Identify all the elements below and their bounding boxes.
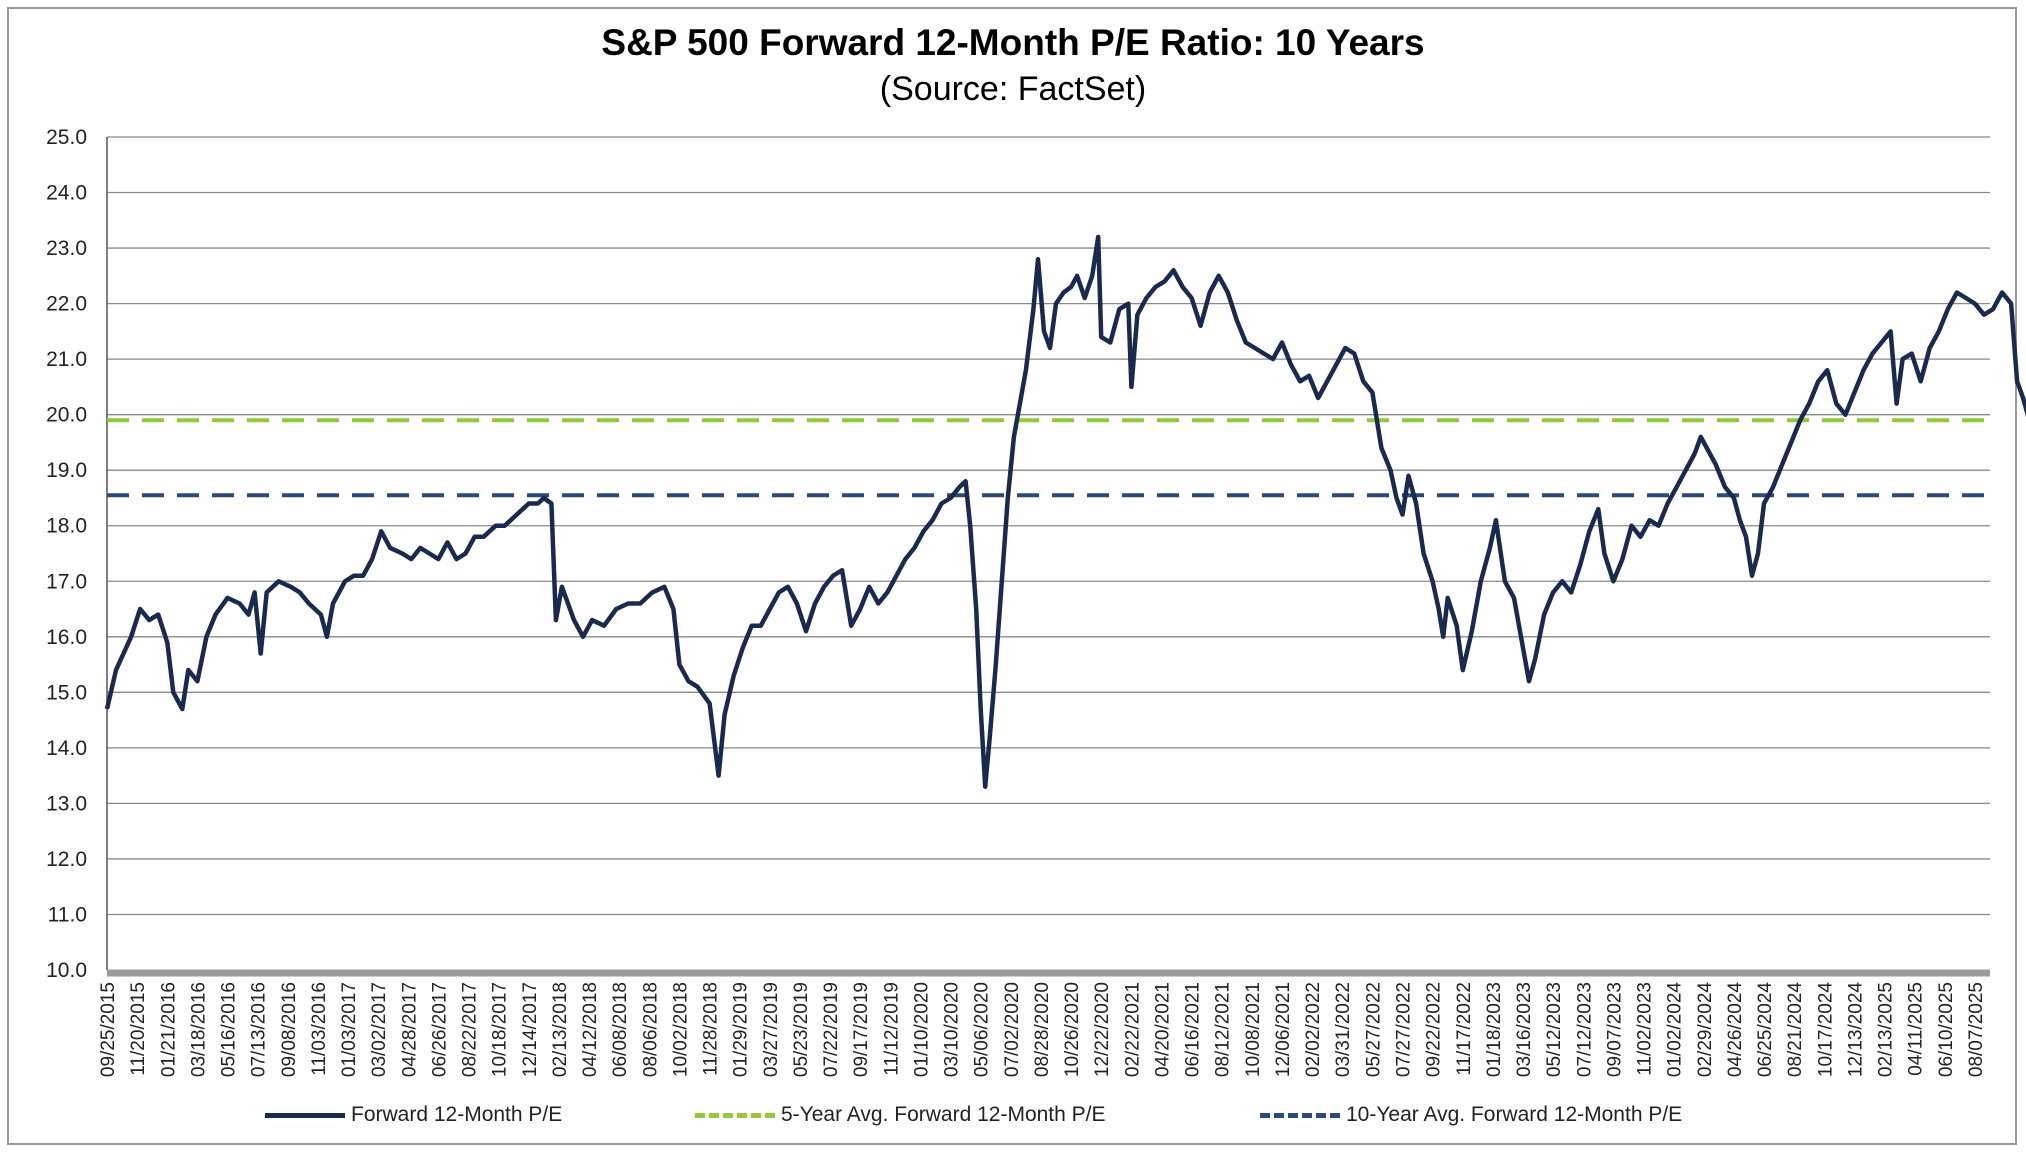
- x-tick-label: 10/08/2021: [1243, 982, 1264, 1077]
- y-tick-label: 18.0: [46, 515, 87, 538]
- x-tick-label: 09/22/2022: [1424, 982, 1445, 1077]
- y-tick-label: 17.0: [46, 570, 87, 593]
- y-tick-label: 16.0: [46, 626, 87, 649]
- x-tick-label: 12/22/2020: [1092, 982, 1113, 1077]
- y-tick-label: 22.0: [46, 293, 87, 316]
- x-tick-label: 12/14/2017: [520, 982, 541, 1077]
- x-tick-label: 04/12/2018: [580, 982, 601, 1077]
- chart-subtitle: (Source: FactSet): [879, 70, 1147, 108]
- x-tick-label: 05/16/2016: [219, 982, 240, 1077]
- x-tick-label: 02/13/2025: [1876, 982, 1897, 1077]
- legend-item-forward-pe: Forward 12-Month P/E: [265, 1100, 562, 1130]
- y-tick-label: 20.0: [46, 404, 87, 427]
- x-tick-label: 10/18/2017: [490, 982, 511, 1077]
- x-tick-label: 11/20/2015: [128, 982, 149, 1076]
- x-tick-label: 06/16/2021: [1183, 982, 1204, 1077]
- x-tick-label: 11/02/2023: [1635, 982, 1656, 1076]
- x-tick-label: 03/27/2019: [761, 982, 782, 1077]
- legend-swatch-blue-dashed: [1260, 1112, 1340, 1118]
- x-tick-label: 10/17/2024: [1815, 982, 1836, 1078]
- x-tick-label: 02/22/2021: [1122, 982, 1143, 1077]
- x-tick-label: 06/26/2017: [429, 982, 450, 1077]
- x-tick-label: 10/02/2018: [670, 982, 691, 1077]
- x-tick-label: 11/12/2019: [881, 982, 902, 1076]
- legend-label-5yr-avg: 5-Year Avg. Forward 12-Month P/E: [781, 1103, 1106, 1126]
- x-tick-label: 07/27/2022: [1394, 982, 1415, 1077]
- x-tick-label: 12/06/2021: [1273, 982, 1294, 1077]
- x-tick-label: 01/10/2020: [911, 982, 932, 1077]
- x-tick-label: 04/28/2017: [399, 982, 420, 1077]
- x-tick-label: 03/16/2023: [1514, 982, 1535, 1077]
- y-tick-label: 25.0: [46, 126, 87, 149]
- x-tick-label: 12/13/2024: [1845, 982, 1866, 1078]
- x-tick-label: 01/29/2019: [731, 982, 752, 1077]
- x-tick-label: 09/07/2023: [1604, 982, 1625, 1077]
- x-tick-label: 01/02/2024: [1665, 982, 1686, 1078]
- x-tick-label: 01/03/2017: [339, 982, 360, 1077]
- x-tick-label: 06/25/2024: [1755, 982, 1776, 1078]
- x-tick-label: 03/10/2020: [942, 982, 963, 1077]
- x-tick-label: 06/08/2018: [610, 982, 631, 1077]
- legend-swatch-solid: [265, 1112, 345, 1118]
- x-tick-label: 09/17/2019: [851, 982, 872, 1077]
- x-tick-label: 08/21/2024: [1785, 982, 1806, 1078]
- y-tick-label: 13.0: [46, 792, 87, 815]
- y-tick-label: 24.0: [46, 182, 87, 205]
- x-tick-label: 01/18/2023: [1484, 982, 1505, 1077]
- x-tick-label: 01/21/2016: [158, 982, 179, 1077]
- legend-item-10yr-avg: 10-Year Avg. Forward 12-Month P/E: [1260, 1100, 1682, 1130]
- y-tick-label: 11.0: [48, 903, 87, 926]
- x-tick-label: 10/26/2020: [1062, 982, 1083, 1077]
- y-tick-label: 12.0: [46, 848, 87, 871]
- x-tick-label: 09/25/2015: [98, 982, 119, 1077]
- x-tick-label: 11/03/2016: [309, 982, 330, 1076]
- x-tick-label: 06/10/2025: [1936, 982, 1957, 1077]
- x-tick-label: 08/22/2017: [460, 982, 481, 1077]
- x-tick-label: 07/22/2019: [821, 982, 842, 1077]
- x-tick-label: 04/11/2025: [1906, 982, 1927, 1076]
- x-tick-label: 08/28/2020: [1032, 982, 1053, 1077]
- x-tick-label: 09/08/2016: [279, 982, 300, 1077]
- x-tick-label: 07/02/2020: [1002, 982, 1023, 1077]
- legend-item-5yr-avg: 5-Year Avg. Forward 12-Month P/E: [695, 1100, 1106, 1130]
- x-tick-label: 03/18/2016: [188, 982, 209, 1077]
- x-tick-label: 05/06/2020: [972, 982, 993, 1077]
- x-tick-label: 02/13/2018: [550, 982, 571, 1077]
- legend-swatch-green-dashed: [695, 1112, 775, 1118]
- y-tick-label: 21.0: [46, 348, 87, 371]
- forward-pe-line: [104, 234, 2026, 789]
- x-tick-label: 07/12/2023: [1574, 982, 1595, 1077]
- x-tick-label: 08/12/2021: [1213, 982, 1234, 1077]
- x-tick-label: 05/12/2023: [1544, 982, 1565, 1077]
- x-tick-label: 11/28/2018: [701, 982, 722, 1076]
- x-tick-label: 05/23/2019: [791, 982, 812, 1077]
- x-tick-label: 07/13/2016: [249, 982, 270, 1077]
- y-tick-label: 15.0: [46, 681, 87, 704]
- y-tick-label: 14.0: [46, 737, 87, 760]
- chart-frame: [7, 7, 2017, 1145]
- x-tick-label: 03/31/2022: [1333, 982, 1354, 1077]
- y-tick-label: 23.0: [46, 237, 87, 260]
- legend-label-forward-pe: Forward 12-Month P/E: [351, 1103, 563, 1126]
- x-tick-label: 04/20/2021: [1152, 982, 1173, 1077]
- x-tick-label: 08/06/2018: [640, 982, 661, 1077]
- x-tick-label: 08/07/2025: [1966, 982, 1987, 1077]
- x-tick-label: 02/29/2024: [1695, 982, 1716, 1078]
- y-tick-label: 19.0: [46, 459, 87, 482]
- chart-title: S&P 500 Forward 12-Month P/E Ratio: 10 Y…: [601, 22, 1425, 63]
- x-tick-label: 04/26/2024: [1725, 982, 1746, 1078]
- x-tick-label: 02/02/2022: [1303, 982, 1324, 1077]
- y-tick-label: 10.0: [46, 959, 87, 982]
- legend-label-10yr-avg: 10-Year Avg. Forward 12-Month P/E: [1346, 1103, 1683, 1126]
- x-tick-label: 11/17/2022: [1454, 982, 1475, 1076]
- x-tick-label: 05/27/2022: [1363, 982, 1384, 1077]
- x-tick-label: 03/02/2017: [369, 982, 390, 1077]
